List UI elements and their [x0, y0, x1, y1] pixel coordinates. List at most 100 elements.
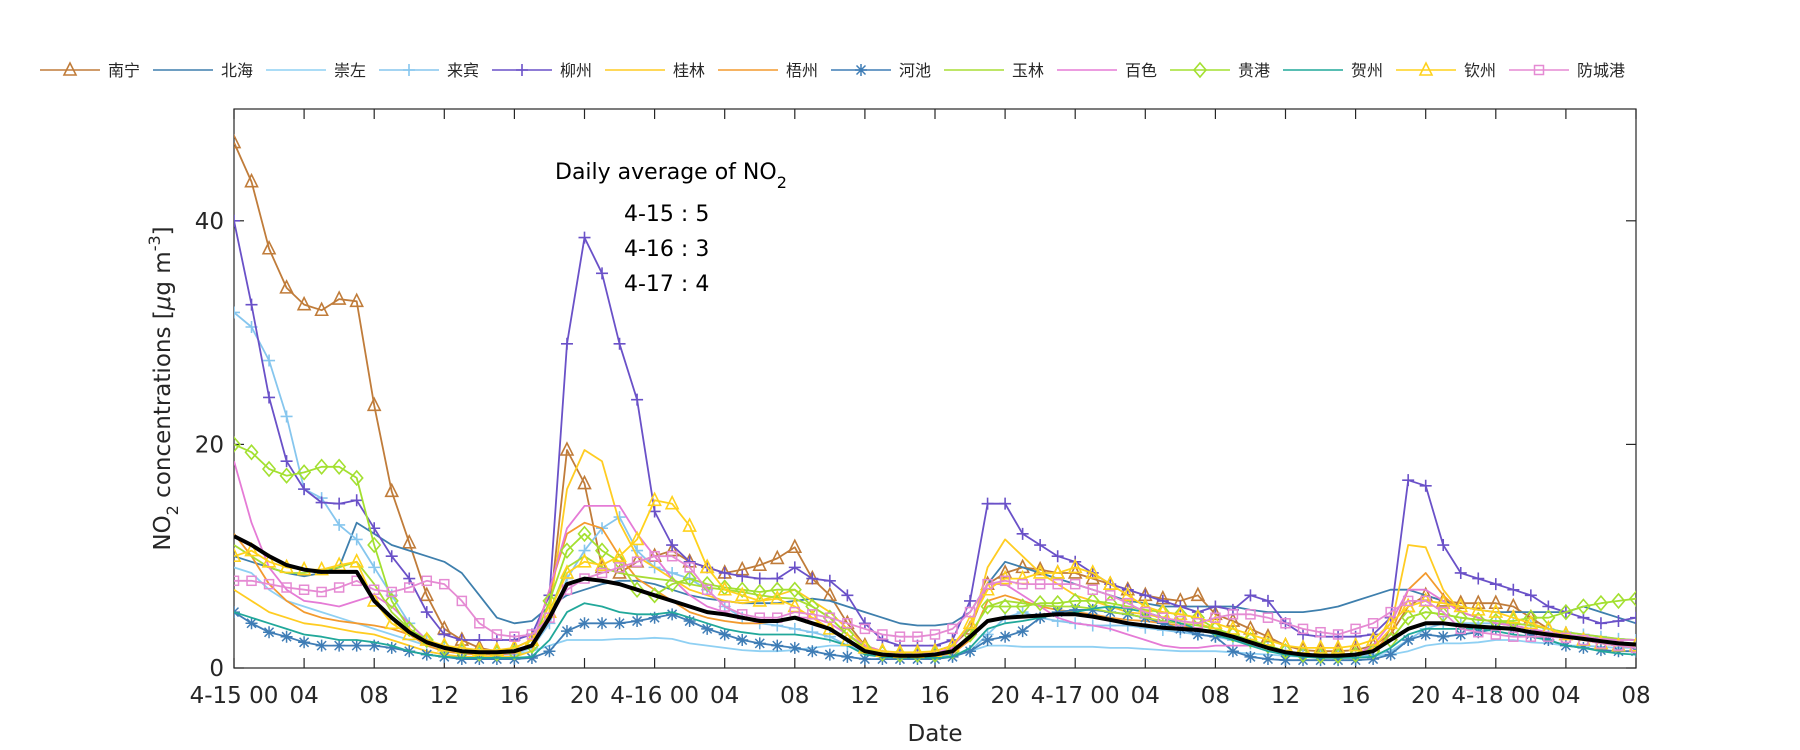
data-point: [753, 572, 766, 585]
data-point: [244, 172, 259, 188]
data-point: [736, 634, 749, 647]
y-tick-label: 20: [195, 432, 224, 458]
data-point: [525, 651, 538, 664]
data-point: [1384, 648, 1397, 661]
x-tick-label: 4-16 00: [610, 683, 699, 709]
data-point: [1016, 625, 1029, 638]
data-point: [1016, 527, 1029, 540]
data-point: [1401, 609, 1416, 626]
data-point: [998, 598, 1013, 615]
data-point: [314, 560, 329, 576]
data-point: [1155, 603, 1170, 621]
data-point: [1157, 612, 1169, 623]
data-point: [753, 637, 766, 650]
series-line: [234, 534, 1636, 658]
data-point: [279, 467, 294, 484]
data-point: [234, 547, 242, 563]
data-point: [596, 567, 608, 579]
data-point: [1332, 654, 1345, 667]
data-point: [543, 645, 556, 658]
data-point: [234, 575, 240, 587]
data-point: [279, 279, 294, 294]
legend-label: 贵港: [1238, 61, 1270, 80]
data-point: [332, 458, 347, 475]
data-point: [1506, 608, 1521, 624]
data-point: [648, 611, 661, 624]
data-point: [1611, 592, 1626, 610]
data-point: [349, 292, 364, 308]
data-point: [1402, 634, 1415, 647]
data-point: [841, 650, 854, 663]
x-tick-label: 04: [1131, 683, 1160, 709]
data-point: [980, 598, 995, 615]
series: [234, 603, 1636, 667]
annotation-line: 4-17 : 4: [624, 272, 709, 297]
data-point: [613, 617, 626, 630]
data-point: [439, 578, 450, 590]
data-point: [1225, 612, 1241, 627]
data-point: [1278, 643, 1293, 660]
plot-frame: 4-15 00 04 08 12 16 20 4-16 00 04 08 12 16 20 4-17 0…: [190, 108, 1651, 709]
data-point: [280, 630, 293, 643]
data-point: [366, 592, 382, 607]
data-point: [1050, 564, 1065, 579]
legend-label: 北海: [221, 61, 253, 80]
data-point: [752, 556, 768, 571]
data-point: [1315, 626, 1326, 638]
x-tick-label: 12: [850, 683, 879, 709]
data-point: [1630, 611, 1636, 624]
data-point: [1418, 603, 1433, 621]
data-point: [1069, 603, 1082, 616]
data-point: [349, 469, 364, 487]
x-tick-label: 20: [1411, 683, 1440, 709]
data-point: [1191, 628, 1204, 641]
series-line: [234, 521, 1636, 627]
data-point: [1279, 654, 1292, 667]
data-point: [629, 530, 645, 546]
x-tick-label: 04: [289, 683, 318, 709]
data-point: [384, 482, 400, 498]
series-line: [234, 602, 1636, 659]
data-point: [824, 612, 836, 623]
data-point: [1297, 654, 1310, 667]
data-point: [542, 592, 557, 610]
x-axis-title: Date: [908, 721, 963, 747]
data-point: [1192, 618, 1204, 629]
data-point: [1470, 594, 1486, 609]
legend: 南宁 北海 崇左 来宾 柳州 桂林 梧州 河池 玉林 百色 贵港 贺州 钦州 防城港: [40, 61, 1625, 80]
data-point: [614, 562, 625, 573]
data-point: [1488, 603, 1504, 618]
data-point: [1034, 578, 1046, 590]
x-tick-label: 08: [360, 683, 389, 709]
legend-item: 贺州: [1283, 61, 1383, 80]
data-point: [788, 641, 801, 654]
data-point: [964, 645, 977, 658]
data-point: [823, 574, 836, 587]
data-point: [437, 636, 452, 652]
data-point: [368, 561, 381, 574]
data-point: [261, 460, 277, 478]
data-point: [456, 595, 468, 607]
legend-item: 贵港: [1170, 61, 1270, 80]
data-point: [1245, 609, 1256, 620]
data-point: [578, 617, 591, 630]
legend-item: 桂林: [605, 61, 705, 80]
data-point: [316, 586, 327, 598]
data-point: [893, 653, 906, 666]
data-point: [1558, 603, 1573, 621]
data-point: [1105, 590, 1116, 601]
data-point: [280, 410, 293, 423]
data-point: [281, 582, 292, 593]
data-point: [474, 618, 485, 629]
data-point: [1437, 630, 1450, 643]
data-point: [912, 631, 923, 642]
x-tick-label: 4-15 00: [190, 683, 279, 709]
data-point: [1367, 618, 1379, 629]
data-point: [401, 533, 417, 549]
data-point: [683, 555, 696, 568]
data-point: [1420, 595, 1431, 607]
data-point: [1402, 595, 1414, 607]
data-point: [298, 636, 311, 649]
legend-item: 来宾: [379, 61, 479, 80]
data-point: [419, 586, 435, 602]
